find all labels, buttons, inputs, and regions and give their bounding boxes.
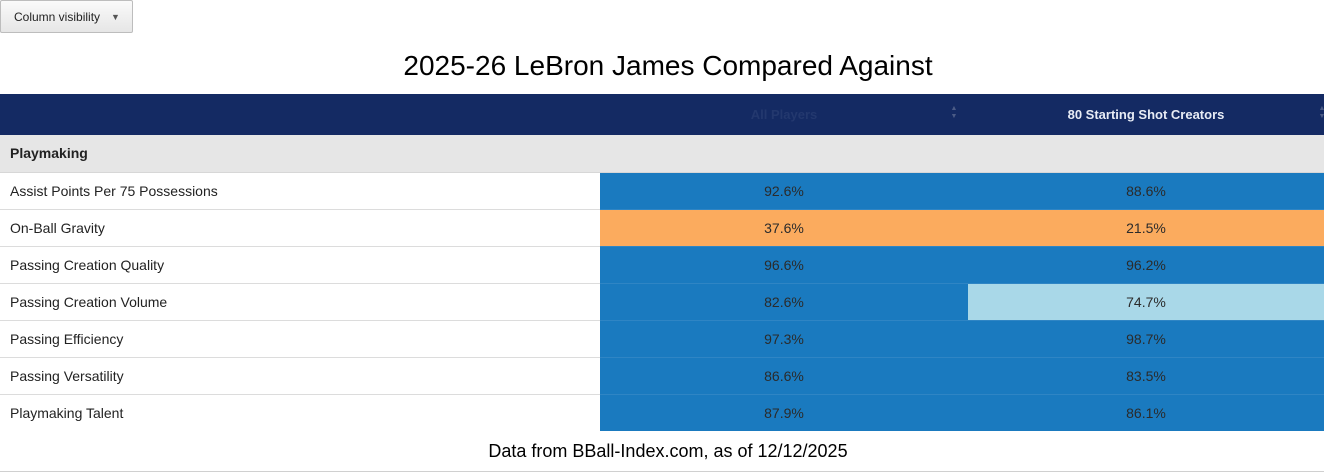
percentile-all-players: 82.6%: [600, 283, 968, 321]
table-row: Playmaking Talent 87.9% 86.1%: [0, 394, 1324, 431]
table-row: Passing Creation Volume 82.6% 74.7%: [0, 283, 1324, 321]
percentile-shot-creators: 21.5%: [968, 209, 1324, 247]
section-row: Playmaking: [0, 135, 1324, 173]
metric-label: Passing Creation Volume: [0, 283, 600, 321]
column-header-label: All Players: [750, 107, 818, 122]
percentile-all-players: 96.6%: [600, 246, 968, 284]
percentile-all-players: 37.6%: [600, 209, 968, 247]
divider: [0, 471, 1324, 472]
percentile-shot-creators: 88.6%: [968, 172, 1324, 210]
table-row: Passing Efficiency 97.3% 98.7%: [0, 320, 1324, 358]
metric-label: Assist Points Per 75 Possessions: [0, 172, 600, 210]
percentile-shot-creators: 96.2%: [968, 246, 1324, 284]
percentile-shot-creators: 74.7%: [968, 283, 1324, 321]
column-header-starting-shot-creators[interactable]: 80 Starting Shot Creators ▲ ▼: [968, 94, 1324, 135]
page-title: 2025-26 LeBron James Compared Against: [403, 50, 933, 81]
data-source-note: Data from BBall-Index.com, as of 12/12/2…: [488, 441, 848, 461]
column-header-label: 80 Starting Shot Creators: [1067, 107, 1225, 122]
sort-icon[interactable]: ▲ ▼: [1318, 105, 1324, 120]
metric-label: Passing Versatility: [0, 357, 600, 395]
metric-label: On-Ball Gravity: [0, 209, 600, 247]
percentile-all-players: 87.9%: [600, 394, 968, 431]
metric-label: Passing Creation Quality: [0, 246, 600, 284]
chevron-down-icon: ▼: [111, 11, 120, 22]
table-row: Passing Versatility 86.6% 83.5%: [0, 357, 1324, 395]
sort-icon[interactable]: ▲ ▼: [950, 105, 958, 120]
column-header-metric[interactable]: [0, 94, 600, 135]
comparison-table: All Players ▲ ▼ 80 Starting Shot Creators…: [0, 94, 1324, 431]
section-label: Playmaking: [0, 135, 1324, 173]
table-row: On-Ball Gravity 37.6% 21.5%: [0, 209, 1324, 247]
column-header-all-players[interactable]: All Players ▲ ▼: [600, 94, 968, 135]
table-header-row: All Players ▲ ▼ 80 Starting Shot Creators…: [0, 94, 1324, 135]
percentile-shot-creators: 83.5%: [968, 357, 1324, 395]
column-visibility-label: Column visibility: [14, 9, 101, 24]
percentile-shot-creators: 86.1%: [968, 394, 1324, 431]
table-row: Passing Creation Quality 96.6% 96.2%: [0, 246, 1324, 284]
percentile-shot-creators: 98.7%: [968, 320, 1324, 358]
metric-label: Passing Efficiency: [0, 320, 600, 358]
metric-label: Playmaking Talent: [0, 394, 600, 431]
percentile-all-players: 92.6%: [600, 172, 968, 210]
percentile-all-players: 97.3%: [600, 320, 968, 358]
table-row: Assist Points Per 75 Possessions 92.6% 88.…: [0, 172, 1324, 210]
column-visibility-button[interactable]: Column visibility ▼: [0, 0, 133, 33]
percentile-all-players: 86.6%: [600, 357, 968, 395]
